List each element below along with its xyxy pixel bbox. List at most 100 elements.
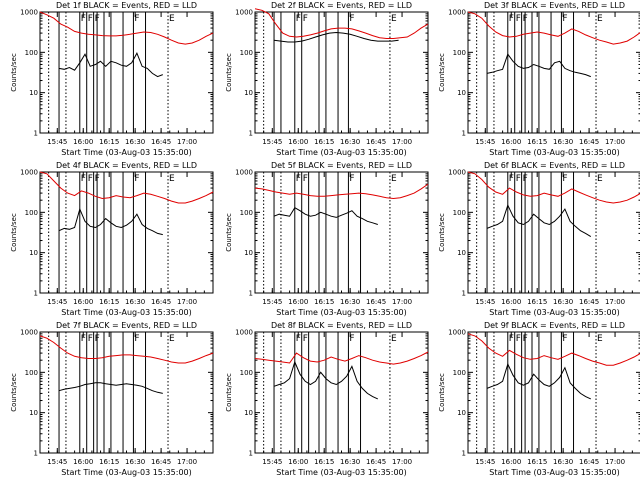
panel-8-x-tick-label: 17:00 <box>392 458 412 466</box>
panel-9-ylabel: Counts/sec <box>438 373 446 412</box>
panel-7-x-tick-label: 17:00 <box>177 458 197 466</box>
panel-9-x-tick-label: 16:30 <box>553 458 573 466</box>
panel-9-marker-label: E <box>597 334 603 344</box>
panel-4-x-tick-label: 16:15 <box>99 298 119 306</box>
panel-5-x-tick-label: 16:15 <box>314 298 334 306</box>
panel-1-x-tick-label: 15:45 <box>47 138 67 146</box>
panel-7-x-tick-label: 16:00 <box>73 458 93 466</box>
panel-5-marker-label: F <box>296 174 301 184</box>
panel-1-x-tick-label: 17:00 <box>177 138 197 146</box>
panel-1-y-tick-label: 1 <box>34 130 38 138</box>
panel-4-marker-label: F <box>134 174 139 184</box>
panel-7-marker-label: F <box>81 334 86 344</box>
panel-5-y-tick-label: 10 <box>244 249 253 257</box>
panel-2-x-tick-label: 16:45 <box>366 138 386 146</box>
panel-2-y-tick-label: 100 <box>240 49 253 57</box>
panel-3-title: Det 3f BLACK = Events, RED = LLD <box>484 1 625 10</box>
panel-5-marker-label: F <box>303 174 308 184</box>
panel-1-y-tick-label: 1000 <box>20 9 38 17</box>
panel-3-lld-curve <box>467 11 640 45</box>
panel-7-x-tick-label: 15:45 <box>47 458 67 466</box>
panel-5-x-tick-label: 16:45 <box>366 298 386 306</box>
panel-8-xlabel: Start Time (03-Aug-03 15:35:00) <box>276 468 407 477</box>
panel-1-events-curve <box>58 52 163 78</box>
panel-7-y-tick-label: 1 <box>34 450 38 458</box>
panel-5-title: Det 5f BLACK = Events, RED = LLD <box>271 161 412 170</box>
panel-1-marker-label: F <box>88 14 93 24</box>
panel-8-events-curve <box>273 360 379 400</box>
panel-6-marker-label: F <box>509 174 514 184</box>
panel-1-ylabel: Counts/sec <box>10 53 18 92</box>
panel-3-x-tick-label: 16:30 <box>553 138 573 146</box>
panel-4-x-tick-label: 16:00 <box>73 298 93 306</box>
panel-1-y-tick-label: 10 <box>29 89 38 97</box>
panel-6-x-tick-label: 16:00 <box>501 298 521 306</box>
panel-7-y-tick-label: 1000 <box>20 329 38 337</box>
panel-3-ylabel: Counts/sec <box>438 53 446 92</box>
panel-2-x-tick-label: 17:00 <box>392 138 412 146</box>
panel-4-x-tick-label: 16:45 <box>151 298 171 306</box>
panel-5-y-tick-label: 1 <box>249 290 253 298</box>
panel-2-marker-label: F <box>349 14 354 24</box>
panel-4-x-tick-label: 15:45 <box>47 298 67 306</box>
panel-2-x-tick-label: 16:00 <box>288 138 308 146</box>
panel-7-marker-label: F <box>95 334 100 344</box>
panel-3-marker-label: F <box>509 14 514 24</box>
panel-8-marker-label: F <box>349 334 354 344</box>
panel-3-y-tick-label: 1 <box>462 130 466 138</box>
panel-3-marker-label: F <box>562 14 567 24</box>
panel-9-events-curve <box>486 362 592 400</box>
panel-8-ylabel: Counts/sec <box>225 373 233 412</box>
panel-5-events-curve <box>273 207 378 225</box>
panel-8-y-tick-label: 100 <box>240 369 253 377</box>
panel-1-x-tick-label: 16:30 <box>125 138 145 146</box>
panel-9-marker-label: F <box>523 334 528 344</box>
panel-4-y-tick-label: 1000 <box>20 169 38 177</box>
panel-4-x-tick-label: 16:30 <box>125 298 145 306</box>
panel-6-x-tick-label: 16:30 <box>553 298 573 306</box>
panel-2-y-tick-label: 1 <box>249 130 253 138</box>
panel-9-x-tick-label: 15:45 <box>475 458 495 466</box>
panel-1-lld-curve <box>39 11 214 45</box>
panel-7-lld-curve <box>39 335 214 364</box>
panel-9-y-tick-label: 100 <box>453 369 466 377</box>
panel-2-ylabel: Counts/sec <box>225 53 233 92</box>
panel-3-y-tick-label: 10 <box>457 89 466 97</box>
panel-3-y-tick-label: 1000 <box>448 9 466 17</box>
panel-6-x-tick-label: 15:45 <box>475 298 495 306</box>
panel-6-ylabel: Counts/sec <box>438 213 446 252</box>
panel-1-y-tick-label: 100 <box>25 49 38 57</box>
panel-5-x-tick-label: 15:45 <box>262 298 282 306</box>
panel-9-x-tick-label: 17:00 <box>605 458 625 466</box>
panel-7-marker-label: F <box>88 334 93 344</box>
panel-5-ylabel: Counts/sec <box>225 213 233 252</box>
panel-5-marker-label: F <box>349 174 354 184</box>
panel-2-x-tick-label: 15:45 <box>262 138 282 146</box>
panel-6-x-tick-label: 16:45 <box>579 298 599 306</box>
panel-8-marker-label: E <box>391 334 397 344</box>
panel-9-x-tick-label: 16:45 <box>579 458 599 466</box>
panel-9-x-tick-label: 16:00 <box>501 458 521 466</box>
panel-6-x-tick-label: 16:15 <box>527 298 547 306</box>
panel-2-marker-label: E <box>391 14 397 24</box>
panel-3-x-tick-label: 17:00 <box>605 138 625 146</box>
panel-6-events-curve <box>486 203 592 238</box>
panel-4-y-tick-label: 10 <box>29 249 38 257</box>
panel-1-title: Det 1f BLACK = Events, RED = LLD <box>56 1 197 10</box>
panel-6-y-tick-label: 1000 <box>448 169 466 177</box>
panel-8-marker-label: F <box>296 334 301 344</box>
panel-9-marker-label: F <box>516 334 521 344</box>
panel-7-y-tick-label: 100 <box>25 369 38 377</box>
panel-4-y-tick-label: 1 <box>34 290 38 298</box>
panel-1-marker-label: E <box>169 14 175 24</box>
panel-1-x-tick-label: 16:00 <box>73 138 93 146</box>
panel-9-marker-label: F <box>562 334 567 344</box>
panel-3-x-tick-label: 16:45 <box>579 138 599 146</box>
panel-7-x-tick-label: 16:15 <box>99 458 119 466</box>
panel-8-x-tick-label: 16:15 <box>314 458 334 466</box>
panel-9-y-tick-label: 1000 <box>448 329 466 337</box>
panel-6-y-tick-label: 10 <box>457 249 466 257</box>
panel-7-marker-label: E <box>169 334 175 344</box>
panel-3-y-tick-label: 100 <box>453 49 466 57</box>
panel-9-y-tick-label: 10 <box>457 409 466 417</box>
